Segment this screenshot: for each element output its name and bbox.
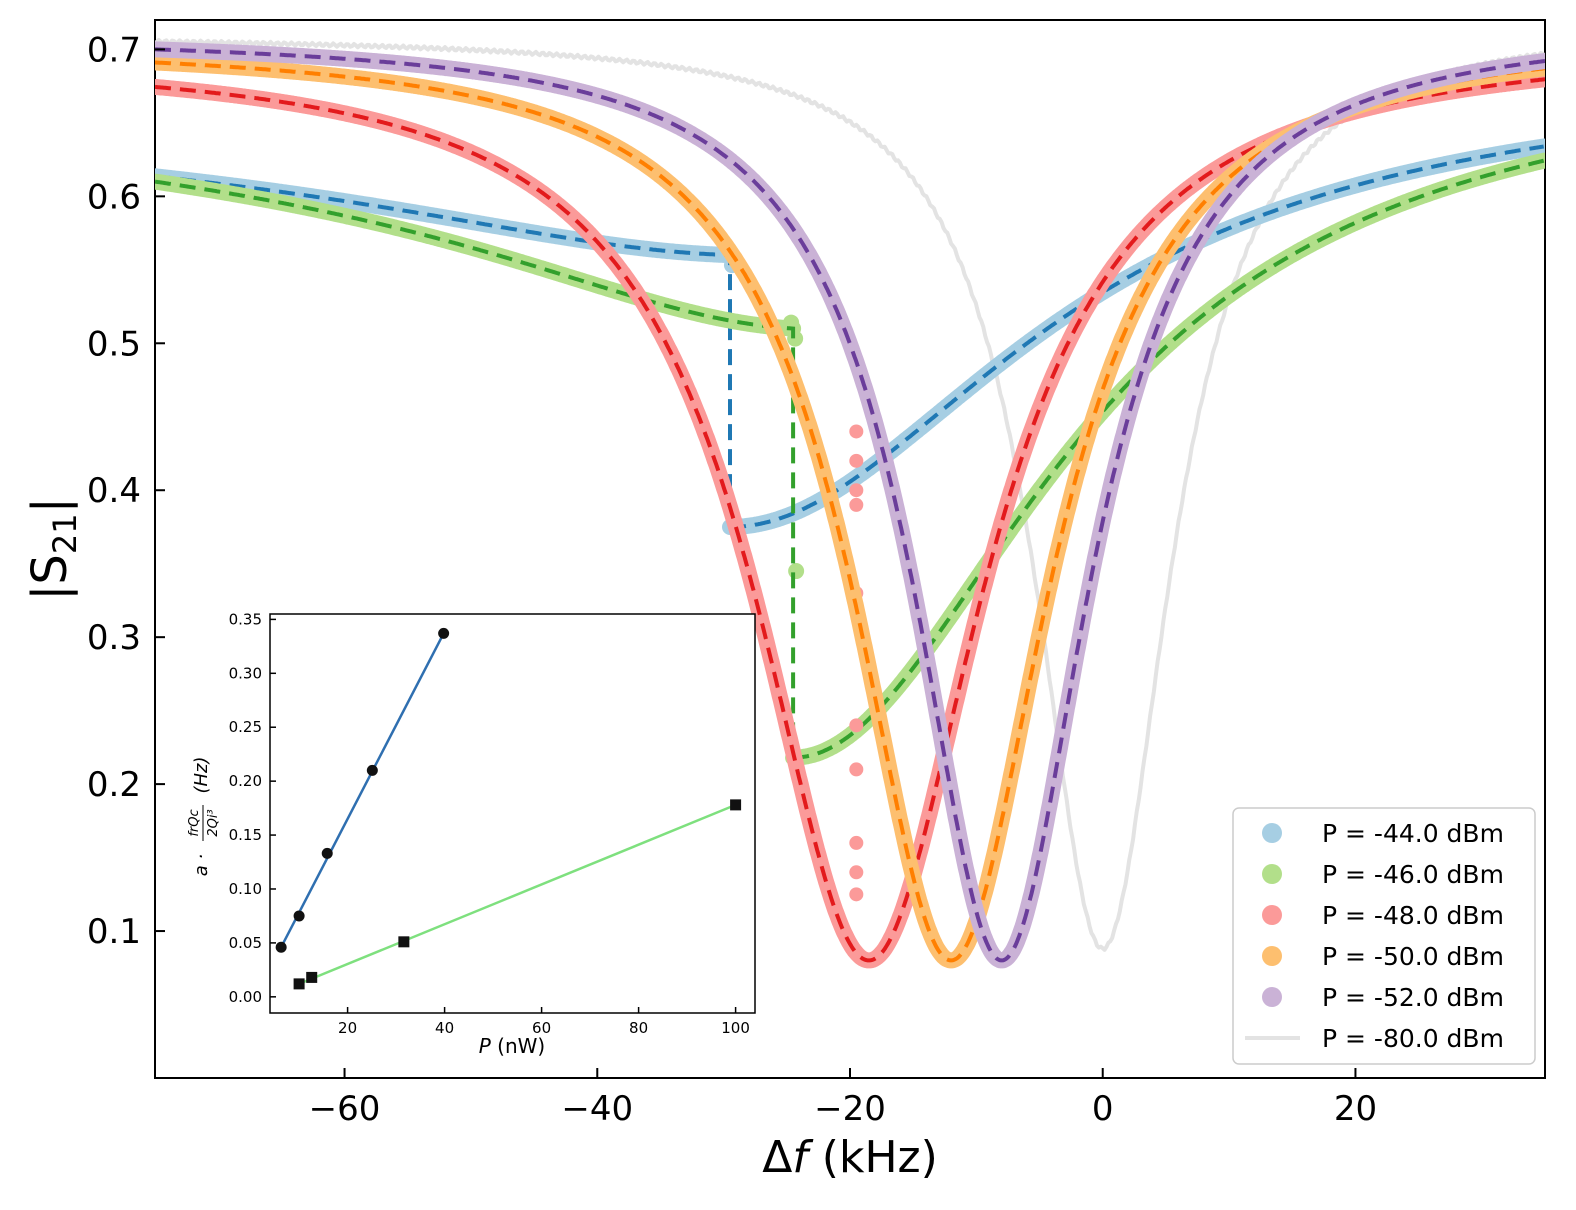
inset-y-axis: 0.00 0.05 0.10 0.15 0.20 0.25 0.30 0.35: [229, 610, 276, 1006]
inset-x-axis-p: P: [479, 1034, 492, 1058]
series-4: [155, 41, 1545, 969]
fit-line-lower: [792, 158, 1545, 760]
legend-swatch: [1262, 987, 1282, 1007]
inset-point-square: [730, 799, 742, 811]
main-y-axis-title: |S21|: [22, 497, 84, 601]
inset-y-axis-title: a · frQc 2Qi³ (Hz): [187, 756, 221, 876]
inset-series-squares: [293, 799, 742, 990]
main-y-tick-label: 0.4: [87, 471, 141, 511]
legend-swatch: [1262, 823, 1282, 843]
series-line-p80: [155, 38, 1545, 952]
inset-series-circles: [275, 627, 450, 953]
fit-line-lower: [730, 144, 1545, 529]
inset-y-tick-label: 0.35: [229, 610, 262, 628]
inset-point-circle: [366, 764, 378, 776]
main-x-axis-delta: Δ: [762, 1132, 792, 1183]
main-x-tick-label: 20: [1334, 1089, 1377, 1129]
legend-items: P = -44.0 dBm P = -46.0 dBm P = -48.0 dBm P…: [1245, 819, 1504, 1053]
series-0: [155, 138, 1545, 535]
main-y-axis-s: |S: [22, 554, 78, 601]
data-point: [849, 835, 864, 850]
main-y-tick-label: 0.2: [87, 765, 141, 805]
main-y-tick-label: 0.1: [87, 912, 141, 952]
inset-point-circle: [438, 627, 450, 639]
data-point: [787, 330, 804, 347]
inset-y-axis-denominator: 2Qi³: [206, 809, 221, 836]
inset-fit-line: [298, 803, 737, 986]
main-x-tick-label: −20: [814, 1089, 886, 1129]
data-point: [849, 497, 864, 512]
main-series-group: [155, 38, 1545, 969]
inset-x-axis-unit: (nW): [491, 1034, 545, 1058]
series-1: [155, 152, 1545, 766]
main-x-tick-label: −40: [561, 1089, 633, 1129]
inset-y-axis-prefix: a ·: [191, 854, 212, 876]
legend-label: P = -52.0 dBm: [1322, 983, 1504, 1012]
data-point: [849, 762, 864, 777]
legend-label: P = -46.0 dBm: [1322, 860, 1504, 889]
main-y-axis-sub: 21: [46, 513, 84, 554]
inset-y-tick-label: 0.25: [229, 718, 262, 736]
inset-x-tick-label: 80: [629, 1019, 648, 1037]
inset-y-tick-label: 0.30: [229, 664, 262, 682]
legend-label: P = -50.0 dBm: [1322, 942, 1504, 971]
inset-x-tick-label: 100: [721, 1019, 750, 1037]
fit-line-upper: [155, 174, 732, 527]
legend: P = -44.0 dBm P = -46.0 dBm P = -48.0 dBm P…: [1232, 807, 1536, 1065]
main-x-tick-label: 0: [1092, 1089, 1114, 1129]
inset-y-tick-label: 0.05: [229, 934, 262, 952]
legend-swatch: [1262, 864, 1282, 884]
inset-point-circle: [275, 941, 287, 953]
inset-plot-frame: [269, 613, 756, 1014]
inset-series-group: [275, 627, 742, 990]
legend-swatch: [1262, 905, 1282, 925]
main-y-tick-label: 0.3: [87, 618, 141, 658]
inset-y-tick-label: 0.10: [229, 880, 262, 898]
inset-y-tick-label: 0.15: [229, 826, 262, 844]
inset-point-square: [306, 971, 318, 983]
inset-x-tick-label: 40: [435, 1019, 454, 1037]
main-x-axis-unit: (kHz): [808, 1132, 938, 1183]
data-point: [849, 718, 864, 733]
data-point: [849, 453, 864, 468]
inset-point-square: [398, 936, 410, 948]
inset-y-tick-label: 0.20: [229, 772, 262, 790]
main-y-axis: 0.1 0.2 0.3 0.4 0.5 0.6 0.7: [87, 30, 165, 952]
inset-point-circle: [321, 847, 333, 859]
main-x-axis: −60 −40 −20 0 20: [309, 1068, 1377, 1129]
legend-frame: [1232, 807, 1536, 1065]
fit-line: [155, 47, 1545, 963]
data-point: [849, 865, 864, 880]
main-y-tick-label: 0.6: [87, 177, 141, 217]
main-x-tick-label: −60: [309, 1089, 381, 1129]
main-x-axis-title: Δf (kHz): [762, 1132, 938, 1183]
inset-x-axis-title: P (nW): [479, 1034, 545, 1058]
main-y-axis-end: |: [22, 497, 78, 513]
inset-y-axis-numerator: frQc: [187, 809, 202, 836]
inset-x-axis: 20 40 60 80 100: [338, 1007, 750, 1037]
main-y-tick-label: 0.5: [87, 324, 141, 364]
inset-x-tick-label: 20: [338, 1019, 357, 1037]
legend-swatch: [1262, 946, 1282, 966]
data-point: [849, 887, 864, 902]
legend-label: P = -48.0 dBm: [1322, 901, 1504, 930]
inset-point-circle: [293, 910, 305, 922]
inset-x-tick-label: 60: [532, 1019, 551, 1037]
data-point: [788, 563, 805, 580]
fit-line-upper: [155, 179, 796, 758]
legend-label: P = -44.0 dBm: [1322, 819, 1504, 848]
inset-y-axis-unit: (Hz): [191, 756, 212, 793]
inset-y-tick-label: 0.00: [229, 988, 262, 1006]
main-y-tick-label: 0.7: [87, 30, 141, 70]
legend-label: P = -80.0 dBm: [1322, 1024, 1504, 1053]
inset-plot: 20 40 60 80 100 0.00 0.05 0.10 0.15 0.20 0.25 0.30…: [187, 610, 756, 1058]
data-point: [849, 424, 864, 439]
data-point: [849, 483, 864, 498]
fit-line: [155, 60, 1545, 963]
inset-fit-line: [280, 632, 445, 948]
inset-point-square: [293, 978, 305, 990]
